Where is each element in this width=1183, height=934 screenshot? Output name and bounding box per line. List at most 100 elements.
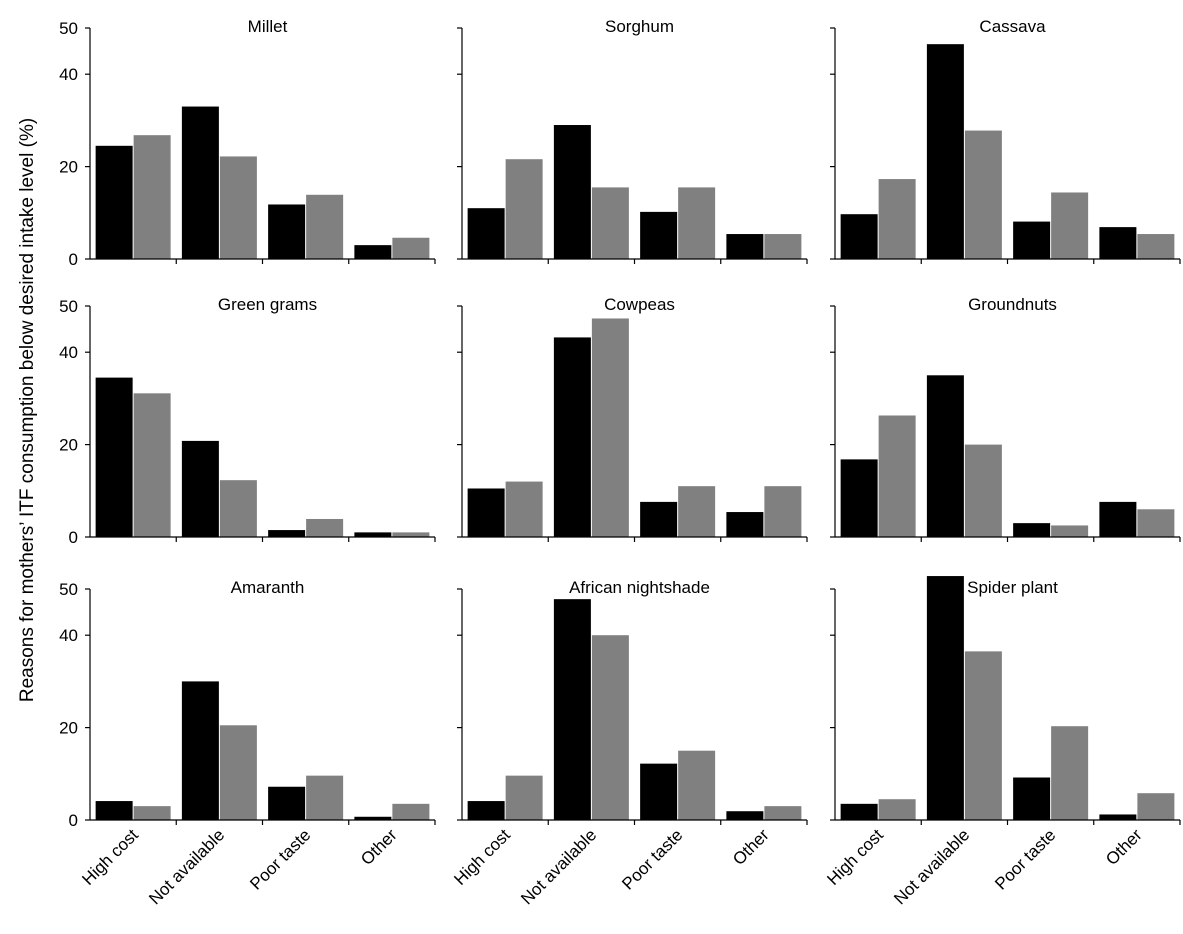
bar bbox=[219, 156, 257, 259]
bar bbox=[726, 811, 764, 820]
category-label: Other bbox=[1102, 825, 1146, 869]
panel-amaranth: 0 20 40 50 Amaranth High cost Not available Poo… bbox=[59, 578, 436, 908]
bar bbox=[505, 481, 543, 537]
bar bbox=[878, 179, 916, 259]
panel-title: Spider plant bbox=[967, 578, 1058, 597]
bar bbox=[964, 651, 1002, 820]
y-tick-label: 40 bbox=[59, 343, 78, 362]
panel-title: Groundnuts bbox=[968, 295, 1057, 314]
bar bbox=[219, 480, 257, 537]
panel-millet: 0 20 40 50 Millet bbox=[59, 17, 436, 269]
panel-african-nightshade: African nightshade High cost Not available… bbox=[450, 578, 808, 908]
bar bbox=[764, 234, 802, 259]
bar bbox=[1137, 234, 1175, 259]
bar bbox=[133, 806, 171, 820]
panel-title: Green grams bbox=[218, 295, 317, 314]
bar bbox=[1051, 726, 1089, 820]
bar bbox=[1013, 777, 1051, 820]
bar bbox=[1137, 509, 1175, 537]
y-tick-label: 40 bbox=[59, 65, 78, 84]
bar bbox=[1099, 501, 1137, 537]
bar bbox=[878, 799, 916, 820]
bar bbox=[306, 518, 344, 537]
bar bbox=[1013, 221, 1051, 259]
bar bbox=[95, 377, 133, 537]
bar bbox=[1051, 192, 1089, 259]
bar bbox=[505, 159, 543, 259]
bar bbox=[268, 786, 306, 820]
category-label: Not available bbox=[890, 825, 973, 908]
bar bbox=[926, 576, 964, 820]
category-label: Poor taste bbox=[618, 825, 686, 893]
bar bbox=[640, 501, 678, 537]
bar bbox=[764, 486, 802, 537]
category-label: Other bbox=[357, 825, 401, 869]
bar bbox=[306, 194, 344, 259]
bar bbox=[764, 806, 802, 820]
bar bbox=[678, 187, 716, 259]
y-tick-label: 20 bbox=[59, 719, 78, 738]
bar bbox=[1099, 814, 1137, 820]
bar bbox=[133, 393, 171, 537]
bar bbox=[354, 532, 392, 537]
panel-spider-plant: Spider plant High cost Not available Poor t… bbox=[823, 576, 1181, 908]
bar bbox=[1099, 227, 1137, 259]
bar bbox=[268, 530, 306, 537]
bar bbox=[354, 245, 392, 259]
bar bbox=[678, 750, 716, 820]
panel-title: Cowpeas bbox=[604, 295, 675, 314]
panel-sorghum: Sorghum bbox=[457, 17, 808, 264]
bar bbox=[306, 775, 344, 820]
bar bbox=[95, 145, 133, 259]
bar bbox=[553, 125, 591, 260]
y-tick-label: 0 bbox=[69, 528, 78, 547]
bar bbox=[354, 816, 392, 820]
bar bbox=[553, 599, 591, 820]
panel-title: African nightshade bbox=[569, 578, 710, 597]
bar bbox=[133, 135, 171, 259]
bar bbox=[1051, 525, 1089, 537]
bar bbox=[964, 444, 1002, 537]
y-tick-label: 0 bbox=[69, 250, 78, 269]
bar bbox=[553, 337, 591, 537]
bar bbox=[181, 440, 219, 537]
bar bbox=[591, 635, 629, 820]
y-tick-label: 20 bbox=[59, 436, 78, 455]
bar bbox=[964, 130, 1002, 259]
panel-groundnuts: Groundnuts bbox=[830, 295, 1181, 542]
category-label: Not available bbox=[517, 825, 600, 908]
category-label: High cost bbox=[78, 825, 142, 889]
panel-title: Cassava bbox=[979, 17, 1046, 36]
bar bbox=[726, 234, 764, 259]
bar bbox=[1137, 793, 1175, 820]
bar bbox=[926, 375, 964, 537]
category-label: Not available bbox=[145, 825, 228, 908]
bar bbox=[640, 763, 678, 820]
bar bbox=[505, 775, 543, 820]
panel-title: Millet bbox=[248, 17, 288, 36]
bar bbox=[95, 801, 133, 820]
bar bbox=[591, 187, 629, 259]
panel-cowpeas: Cowpeas bbox=[457, 295, 808, 542]
bar bbox=[1013, 523, 1051, 537]
bar bbox=[467, 801, 505, 820]
y-tick-label: 50 bbox=[59, 19, 78, 38]
category-label: Poor taste bbox=[246, 825, 314, 893]
category-label: High cost bbox=[450, 825, 514, 889]
y-axis-label: Reasons for mothers’ ITF consumption bel… bbox=[17, 118, 38, 702]
bar bbox=[219, 725, 257, 820]
y-tick-label: 0 bbox=[69, 811, 78, 830]
bar bbox=[268, 204, 306, 259]
panel-cassava: Cassava bbox=[830, 17, 1181, 264]
bar bbox=[726, 512, 764, 537]
chart-panels: 0 20 40 50 Millet Sorghum Cassava 0 20 40 50 Green … bbox=[59, 17, 1181, 908]
bar bbox=[467, 208, 505, 259]
bar bbox=[392, 803, 430, 820]
bar bbox=[878, 415, 916, 537]
bar bbox=[640, 211, 678, 259]
y-tick-label: 40 bbox=[59, 626, 78, 645]
bar bbox=[840, 459, 878, 537]
panel-green-grams: 0 20 40 50 Green grams bbox=[59, 295, 436, 547]
bar bbox=[678, 486, 716, 537]
